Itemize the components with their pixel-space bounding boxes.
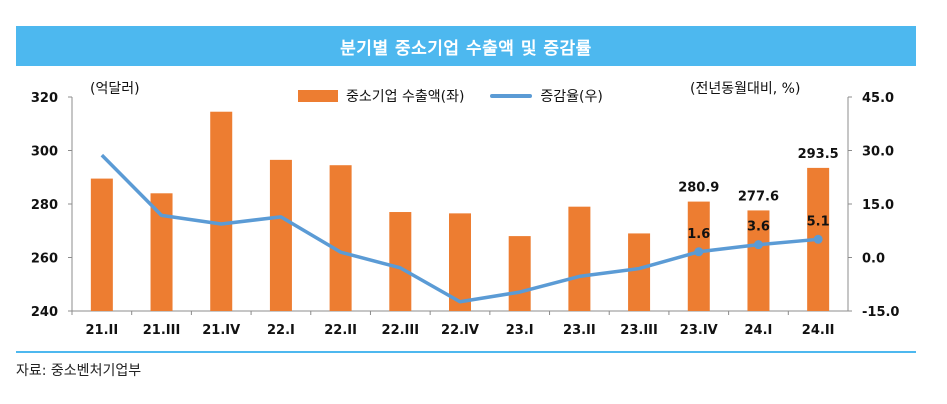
bar-23.III: [628, 233, 651, 311]
bar-23.I: [508, 236, 531, 311]
right-tick-label: 15.0: [862, 198, 894, 213]
x-tick-label: 22.I: [267, 323, 295, 338]
bar-23.IV: [687, 201, 710, 311]
chart-title-bar: 분기별 중소기업 수출액 및 증감률: [16, 26, 916, 66]
right-tick-label: 0.0: [862, 252, 885, 267]
left-axis-unit: (억달러): [90, 81, 140, 97]
bar-data-label: 293.5: [798, 147, 839, 162]
x-tick-label: 22.II: [324, 323, 357, 338]
legend-line-swatch: [490, 94, 533, 98]
line-data-label: 1.6: [687, 227, 710, 242]
legend-bar-label: 중소기업 수출액(좌): [346, 89, 465, 105]
source-note: 자료: 중소벤처기업부: [16, 363, 142, 379]
x-tick-label: 22.III: [382, 323, 420, 338]
x-tick-label: 24.II: [802, 323, 835, 338]
x-tick-label: 23.IV: [680, 323, 718, 338]
left-tick-label: 300: [31, 145, 58, 160]
x-tick-label: 23.II: [563, 323, 596, 338]
x-tick-label: 21.II: [85, 323, 118, 338]
bar-23.II: [568, 206, 591, 311]
x-tick-label: 24.I: [745, 323, 773, 338]
left-tick-label: 320: [31, 91, 58, 106]
bar-22.I: [269, 159, 292, 311]
growth-rate-marker: [694, 247, 704, 257]
line-data-label: 5.1: [807, 214, 830, 229]
bar-24.I: [747, 210, 770, 311]
bar-21.III: [150, 193, 173, 311]
left-tick-label: 280: [31, 198, 58, 213]
right-tick-label: -15.0: [862, 305, 899, 320]
left-tick-label: 260: [31, 252, 58, 267]
bar-data-label: 280.9: [678, 181, 719, 196]
left-tick-label: 240: [31, 305, 58, 320]
x-tick-label: 23.III: [620, 323, 658, 338]
bar-21.IV: [210, 111, 233, 312]
growth-rate-marker: [813, 234, 823, 244]
bar-data-label: 277.6: [738, 189, 779, 204]
bar-22.II: [329, 165, 352, 311]
legend-line-label: 증감율(우): [540, 89, 603, 105]
x-tick-label: 23.I: [506, 323, 534, 338]
bar-22.III: [389, 212, 412, 311]
x-tick-label: 22.IV: [441, 323, 479, 338]
legend: 중소기업 수출액(좌) 증감율(우): [298, 86, 603, 106]
line-data-label: 3.6: [747, 220, 770, 235]
right-tick-label: 45.0: [862, 91, 894, 106]
right-tick-label: 30.0: [862, 145, 894, 160]
x-tick-label: 21.III: [143, 323, 181, 338]
x-tick-label: 21.IV: [202, 323, 240, 338]
chart-title: 분기별 중소기업 수출액 및 증감률: [340, 38, 592, 59]
bar-21.II: [90, 178, 113, 311]
bottom-rule: [16, 351, 916, 353]
bar-22.IV: [449, 213, 471, 311]
legend-bar-swatch: [298, 90, 338, 102]
right-axis-unit: (전년동월대비, %): [690, 81, 801, 97]
growth-rate-marker: [753, 240, 763, 250]
